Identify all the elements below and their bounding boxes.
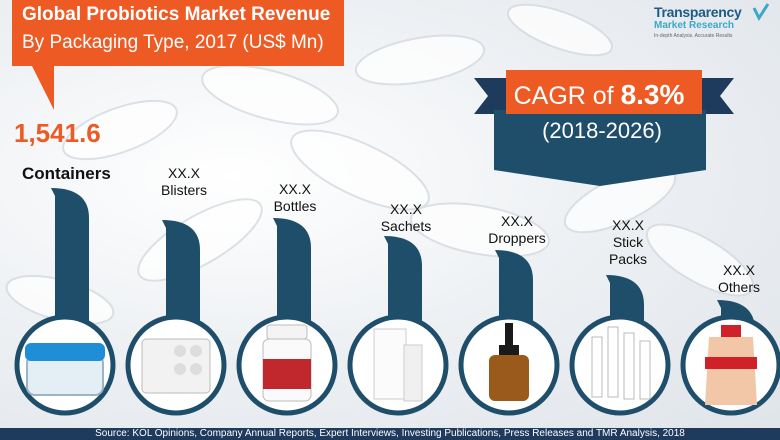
data-label-droppers: XX.X (501, 213, 533, 229)
category-label-others: Others (717, 279, 760, 295)
data-label-bottles: XX.X (279, 181, 311, 197)
chart-subtitle: By Packaging Type, 2017 (US$ Mn) (22, 32, 324, 53)
data-label-sachets: XX.X (390, 201, 422, 217)
category-label-containers: Containers (22, 164, 111, 183)
containers-package-icon (25, 343, 105, 396)
cagr-label: CAGR of 8.3% (506, 77, 692, 113)
category-label-droppers: Droppers (488, 230, 546, 246)
data-label-blisters: XX.X (168, 165, 200, 181)
title-banner-tail (32, 66, 54, 110)
stick-packs-package-icon (591, 326, 651, 400)
bar-droppers (495, 250, 533, 335)
cagr-ribbon (474, 70, 734, 186)
sachets-package-icon (373, 328, 423, 402)
category-group-sachets: XX.X Sachets (366, 201, 446, 235)
category-group-bottles: XX.X Bottles (255, 181, 335, 215)
category-group-blisters: XX.X Blisters (144, 165, 224, 199)
blisters-package-icon (141, 338, 211, 394)
category-label-stick-packs-1: Stick (612, 234, 644, 250)
bottles-package-icon (262, 324, 312, 402)
category-label-stick-packs-2: Packs (608, 251, 648, 267)
data-label-stick-packs: XX.X (612, 217, 644, 233)
droppers-package-icon (489, 323, 529, 401)
package-circle-stick-packs (569, 314, 671, 416)
logo-name: Transparency (654, 4, 742, 20)
logo-checkmark-icon (752, 3, 770, 22)
category-group-others: XX.X Others (699, 262, 779, 296)
bar-bottles (273, 218, 311, 335)
category-label-sachets: Sachets (380, 218, 432, 234)
bar-containers (51, 188, 89, 335)
category-label-blisters: Blisters (161, 182, 207, 198)
cagr-period: (2018-2026) (542, 118, 662, 143)
title-banner: Global Probiotics Market Revenue By Pack… (12, 0, 344, 66)
cagr-prefix: CAGR of (513, 82, 614, 110)
bar-blisters (162, 220, 200, 335)
logo-tagline: In-depth Analysis. Accurate Results (654, 33, 733, 39)
data-label-others: XX.X (723, 262, 755, 278)
category-group-droppers: XX.X Droppers (477, 213, 557, 247)
chart-title: Global Probiotics Market Revenue (22, 4, 331, 25)
logo-name-2: Market Research (654, 20, 735, 31)
others-package-icon (705, 325, 757, 405)
bar-sachets (384, 236, 422, 335)
category-group-stick-packs: XX.X Stick Packs (588, 217, 668, 268)
cagr-value: 8.3% (620, 79, 685, 110)
source-note: Source: KOL Opinions, Company Annual Rep… (0, 428, 780, 440)
data-label-containers: 1,541.6 (14, 118, 101, 148)
tmr-logo: Transparency Market Research In-depth An… (654, 2, 774, 42)
category-label-bottles: Bottles (273, 198, 317, 214)
